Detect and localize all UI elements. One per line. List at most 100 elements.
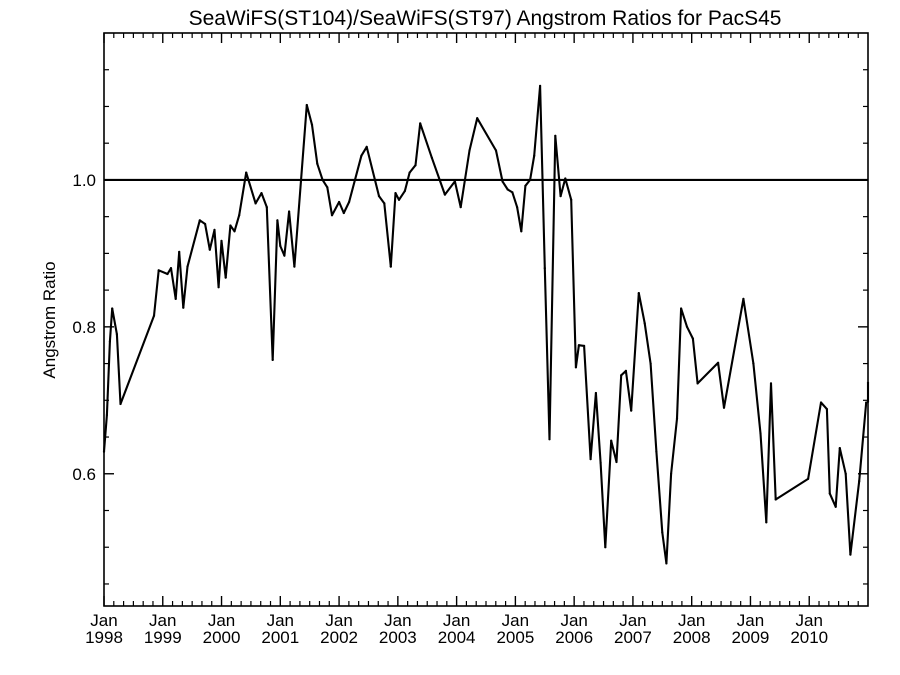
data-point [310,123,314,126]
x-tick-label-year: 1999 [144,628,182,647]
data-point [834,505,837,508]
y-tick-label: 0.6 [72,465,96,484]
y-tick-label: 0.8 [72,318,96,337]
x-tick-label-month: Jan [502,611,529,630]
data-point [383,202,386,205]
data-point [186,265,189,268]
data-point [559,195,562,198]
x-tick-label-month: Jan [325,611,352,630]
data-point [577,344,581,347]
x-tick-label-year: 2004 [438,628,476,647]
data-point [516,206,519,209]
plot-frame [103,32,869,607]
data-point [443,193,446,196]
data-point [397,198,401,201]
data-point [849,553,852,556]
x-tick-label-year: 2007 [614,628,652,647]
data-point [630,409,633,412]
data-point [238,214,241,217]
data-point [554,134,557,137]
data-point [174,297,177,300]
data-point [696,382,699,385]
data-point [524,184,527,187]
tick-labels: 0.60.81.0Jan1998Jan1999Jan2000Jan2001Jan… [72,171,828,647]
data-point [570,198,573,201]
x-tick-label-year: 2005 [496,628,534,647]
data-point [615,460,618,464]
data-point [208,248,211,251]
data-point [254,202,257,205]
data-point [468,149,471,152]
axis-ticks [103,33,868,606]
data-point [288,210,291,213]
data-point [574,366,578,369]
data-point [157,269,160,272]
data-point [419,122,422,125]
data-point [564,177,567,180]
data-point [717,361,720,364]
data-point [828,492,831,495]
data-point [637,292,640,295]
data-point [624,369,628,372]
data-point [178,250,181,253]
data-point [680,307,683,310]
data-point [213,228,216,231]
data-point [620,374,623,377]
data-point [661,531,664,534]
data-point [649,362,652,365]
data-point [305,103,308,107]
data-point [543,267,546,270]
data-point [583,344,586,347]
data-point [430,156,433,159]
data-point [589,458,592,461]
data-point [389,265,392,268]
data-point [260,192,263,195]
data-point [365,145,368,148]
data-point [665,562,668,565]
x-tick-label-month: Jan [678,611,705,630]
data-point [765,521,768,524]
x-tick-label-year: 2008 [673,628,711,647]
x-tick-label-year: 2010 [790,628,828,647]
x-tick-label-year: 2002 [320,628,358,647]
data-point [105,413,108,417]
data-point [655,450,658,453]
data-point [858,480,861,483]
data-point [548,438,551,441]
x-tick-label-month: Jan [267,611,294,630]
data-point [115,333,118,336]
data-point [111,307,114,310]
data-point [539,84,542,87]
data-point [108,340,111,343]
data-point [330,214,334,217]
data-point [408,171,411,174]
data-point [224,276,227,279]
data-point [594,391,598,395]
data-point [453,180,456,183]
data-point [283,254,286,257]
x-tick-label-year: 1998 [85,628,123,647]
data-point [807,477,810,480]
data-point [394,192,397,195]
data-point [229,224,232,227]
data-point [403,189,406,192]
data-point [670,472,673,475]
data-point [752,362,755,365]
data-point [675,417,679,420]
data-point [511,191,514,194]
data-point [233,230,236,233]
data-point [198,219,201,222]
x-tick-label-year: 2000 [203,628,241,647]
data-points [102,84,870,565]
data-point [316,162,319,165]
x-tick-label-month: Jan [90,611,117,630]
x-tick-label-month: Jan [149,611,176,630]
data-point [169,267,173,270]
x-tick-label-month: Jan [560,611,587,630]
data-point [691,337,695,340]
data-point [742,297,745,300]
data-point [865,401,868,404]
data-point [342,211,345,215]
data-point [520,230,523,233]
